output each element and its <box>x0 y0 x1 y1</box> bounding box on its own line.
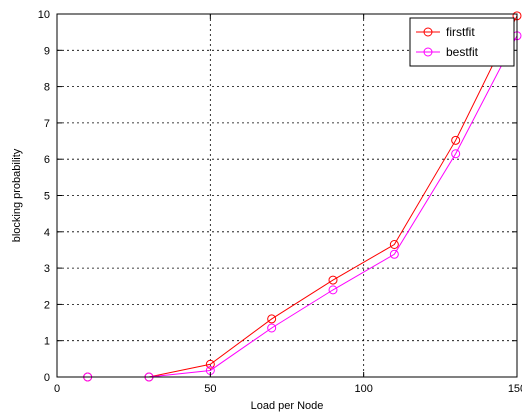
y-axis-title: blocking probability <box>11 148 23 242</box>
legend-marker <box>423 27 433 37</box>
series-line <box>87 35 518 378</box>
data-point <box>389 249 399 259</box>
data-point <box>205 359 215 369</box>
y-tick-label: 9 <box>44 45 50 57</box>
y-tick-label: 8 <box>44 82 50 94</box>
data-point <box>328 285 338 295</box>
y-tick-label: 0 <box>44 372 50 384</box>
legend: firstfit bestfit <box>409 17 515 67</box>
legend-label: bestfit <box>446 45 479 59</box>
legend-item: firstfit <box>416 25 475 39</box>
legend-label: firstfit <box>446 25 475 39</box>
data-point <box>267 323 277 333</box>
grid <box>57 14 517 377</box>
y-tick-label: 5 <box>44 191 50 203</box>
x-tick-label: 100 <box>354 383 372 395</box>
y-tick-label: 10 <box>38 9 50 21</box>
y-tick-label: 4 <box>44 227 50 239</box>
y-tick-label: 2 <box>44 299 50 311</box>
legend-marker <box>423 47 433 57</box>
x-axis-title: Load per Node <box>251 400 324 412</box>
y-tick-label: 6 <box>44 154 50 166</box>
data-point <box>267 314 277 324</box>
tick-labels: 0 50 100 150 0 1 2 3 4 5 6 7 8 9 10 <box>38 9 522 395</box>
x-tick-label: 0 <box>54 383 60 395</box>
y-tick-label: 7 <box>44 118 50 130</box>
data-point <box>389 240 399 250</box>
x-tick-label: 150 <box>508 383 522 395</box>
ticks <box>56 13 518 378</box>
data-point <box>451 149 461 159</box>
y-tick-label: 3 <box>44 263 50 275</box>
y-tick-label: 1 <box>44 336 50 348</box>
data-point <box>328 275 338 285</box>
legend-box <box>409 17 515 67</box>
series-line <box>87 15 518 378</box>
x-tick-label: 50 <box>204 383 216 395</box>
legend-item: bestfit <box>416 45 479 59</box>
data-point <box>451 135 461 145</box>
